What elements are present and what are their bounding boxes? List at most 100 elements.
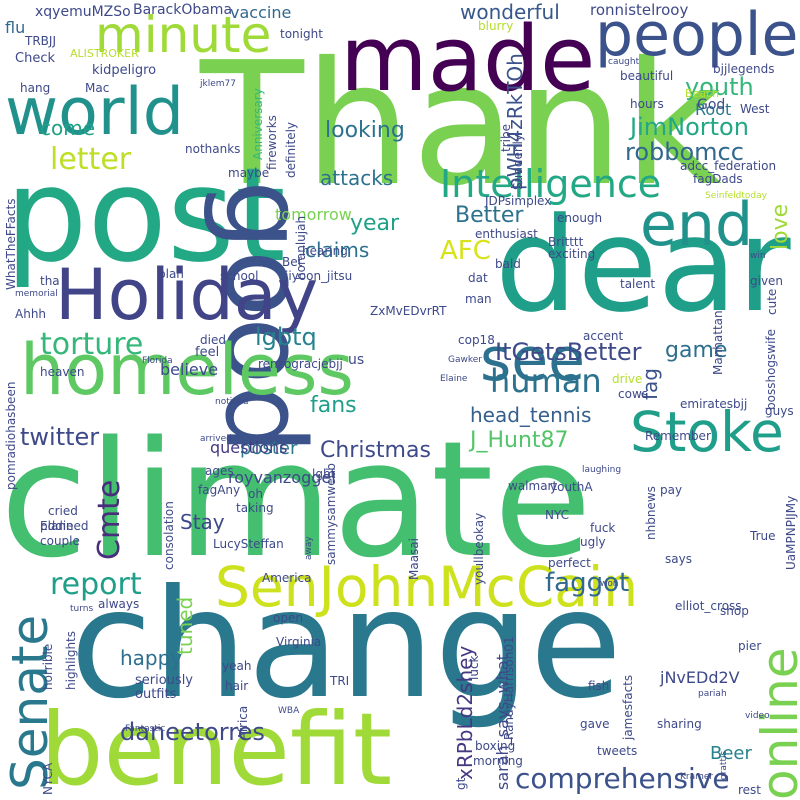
cloud-word: arrived: [200, 434, 232, 444]
cloud-word: poster: [240, 438, 298, 459]
cloud-word: West: [740, 102, 770, 116]
cloud-word: wonderful: [460, 0, 560, 24]
cloud-word: jNvEDd2V: [660, 668, 740, 687]
cloud-word: TRI: [330, 674, 350, 688]
cloud-word: accent: [583, 329, 624, 343]
cloud-word: see: [480, 325, 586, 395]
cloud-word: Anniversary: [251, 88, 265, 160]
cloud-word: beautiful: [620, 69, 674, 83]
cloud-word: WBA: [278, 706, 300, 716]
cloud-word: tonight: [280, 27, 323, 41]
cloud-word: xqyemuMZSo: [35, 4, 131, 20]
cloud-word: UaMPNPlJMy: [784, 495, 798, 570]
cloud-word: memorial: [15, 289, 58, 299]
cloud-word: boxing: [475, 739, 516, 753]
cloud-word: gave: [580, 717, 610, 731]
cloud-word: grattis: [719, 750, 729, 780]
cloud-word: Beach: [685, 87, 720, 100]
cloud-word: questions: [210, 438, 288, 457]
cloud-word: Fantastic: [125, 724, 166, 734]
cloud-word: always: [98, 597, 140, 611]
cloud-word: Thank: [200, 26, 722, 224]
cloud-word: elliot_cross: [675, 599, 742, 613]
cloud-word: believe: [160, 360, 219, 379]
cloud-word: claims: [305, 238, 370, 262]
cloud-word: noticed: [215, 397, 249, 407]
cloud-word: game: [665, 338, 728, 363]
cloud-word: tomorrow: [275, 205, 352, 224]
cloud-word: pariah: [698, 689, 727, 699]
cloud-word: jklem77: [200, 79, 236, 89]
cloud-word: Beer: [710, 743, 752, 764]
cloud-word: AFC: [440, 236, 491, 266]
cloud-word: change: [70, 558, 623, 732]
cloud-word: pay: [660, 483, 683, 497]
cloud-word: maybe: [228, 166, 270, 180]
cloud-word: Mac: [85, 81, 110, 95]
cloud-word: world: [5, 75, 184, 150]
cloud-word: fagAny: [198, 483, 241, 497]
cloud-word: man: [465, 292, 492, 306]
cloud-word: torture: [40, 327, 144, 362]
cloud-word: exciting: [548, 247, 596, 261]
cloud-word: WhatTheFFacts: [4, 198, 18, 290]
cloud-word: twitter: [20, 423, 100, 451]
cloud-word: Remember: [645, 429, 711, 443]
cloud-word: couple: [40, 534, 80, 548]
cloud-word: Bet: [282, 255, 303, 269]
cloud-word: youllbeokay: [472, 512, 486, 585]
cloud-word: daneetorres: [120, 718, 265, 746]
cloud-word: flu: [5, 18, 26, 37]
cloud-word: win: [750, 251, 766, 261]
cloud-word: Root: [695, 100, 732, 119]
cloud-word: drive: [612, 372, 643, 386]
cloud-word: America: [262, 571, 312, 585]
cloud-word: cop18: [458, 333, 495, 347]
cloud-word: cried: [48, 504, 78, 518]
cloud-word: school: [220, 269, 259, 283]
cloud-word: dat: [468, 271, 488, 285]
cloud-word: head_tennis: [470, 403, 592, 427]
cloud-word: feel: [195, 345, 220, 360]
cloud-word: jamesfacts: [621, 674, 635, 740]
cloud-word: ALISTROKER: [70, 47, 139, 60]
cloud-word: us: [348, 352, 365, 368]
cloud-word: Seinfeldtoday: [705, 191, 767, 201]
cloud-word: walmart: [508, 479, 558, 493]
cloud-word: happy: [120, 646, 183, 670]
cloud-word: rest: [738, 783, 762, 797]
cloud-word: dear: [495, 189, 791, 341]
cloud-word: Britttt: [548, 235, 584, 249]
cloud-word: lgbt: [312, 467, 336, 481]
cloud-word: royvanzoggel: [228, 468, 336, 487]
cloud-word: LucySteffan: [213, 537, 284, 551]
cloud-word: cute: [765, 288, 779, 315]
cloud-word: perfect: [548, 556, 591, 570]
cloud-word: fish: [588, 679, 610, 693]
cloud-word: SenJohnMcCain: [215, 555, 639, 619]
cloud-word: heaven: [40, 365, 85, 379]
cloud-word: jiyoon_jitsu: [285, 269, 353, 283]
cloud-word: definitely: [284, 121, 298, 178]
cloud-word: online: [751, 647, 800, 800]
cloud-word: died: [200, 333, 226, 347]
cloud-word: tuned: [173, 596, 197, 655]
cloud-word: pier: [738, 639, 762, 653]
cloud-word: Check: [15, 51, 55, 66]
cloud-word: JDPsimplex: [485, 194, 552, 208]
cloud-word: yeah: [222, 659, 252, 673]
cloud-word: end: [640, 190, 754, 260]
cloud-word: hang: [20, 81, 51, 95]
cloud-word: True: [750, 529, 776, 543]
cloud-word: gt: [454, 777, 468, 790]
cloud-word: Virginia: [276, 635, 322, 649]
cloud-word: vaccine: [230, 3, 292, 22]
cloud-word: bjjlegends: [713, 62, 775, 76]
cloud-word: NYCA: [41, 762, 55, 795]
cloud-word: RandyHarrison01: [502, 636, 516, 740]
cloud-word: ugly: [580, 535, 606, 549]
cloud-word: outfits: [135, 687, 177, 702]
cloud-word: talent: [620, 277, 656, 291]
cloud-word: Africa: [236, 705, 250, 740]
